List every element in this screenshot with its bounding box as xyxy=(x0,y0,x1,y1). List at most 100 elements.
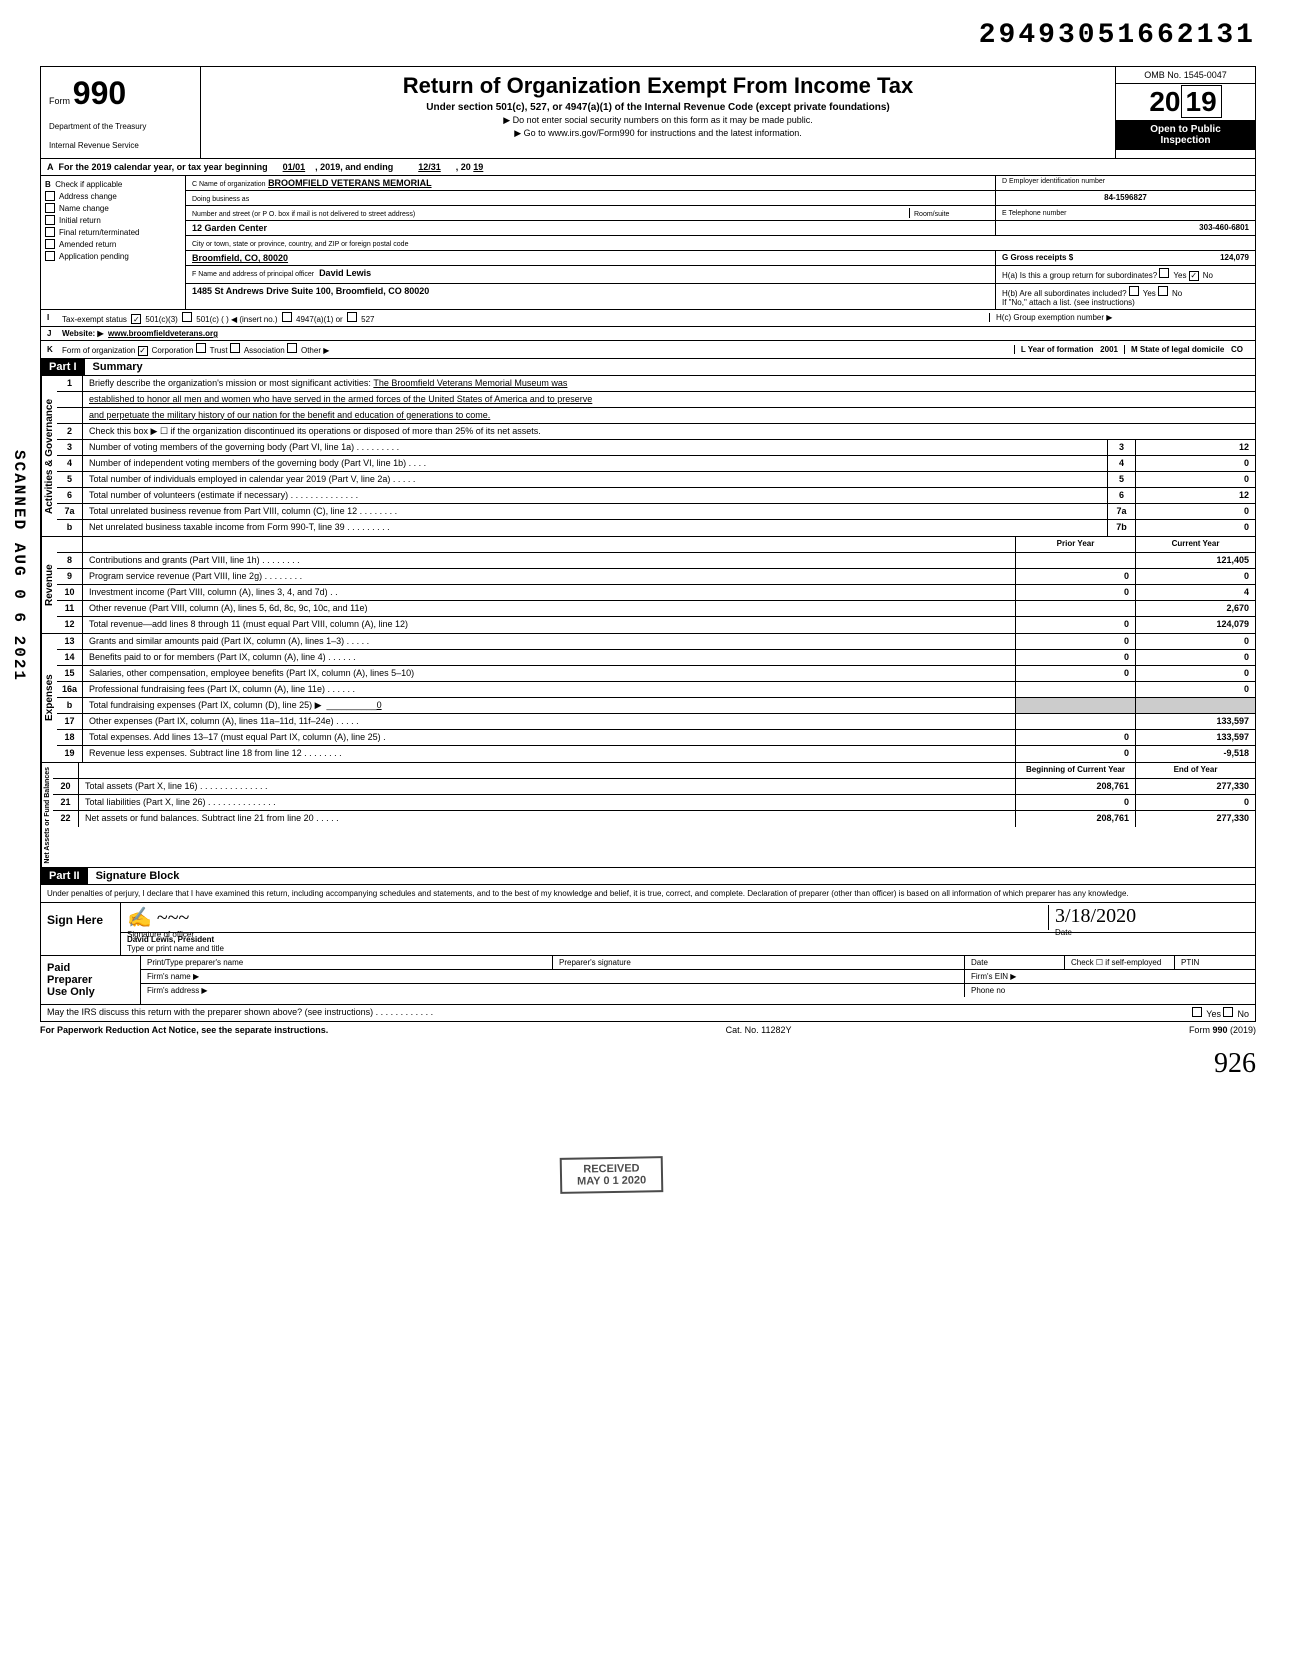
line3-value: 12 xyxy=(1135,440,1255,455)
cb-other[interactable] xyxy=(287,343,297,353)
sign-date-value: 3/18/2020 xyxy=(1055,905,1136,927)
line9-prior: 0 xyxy=(1015,569,1135,584)
form-title: Return of Organization Exempt From Incom… xyxy=(207,73,1109,99)
line5-value: 0 xyxy=(1135,472,1255,487)
cb-trust[interactable] xyxy=(196,343,206,353)
row-k: K Form of organization ✓Corporation Trus… xyxy=(40,341,1256,359)
line21-begin: 0 xyxy=(1015,795,1135,810)
row-j: J Website: ▶ www.broomfieldveterans.org xyxy=(40,327,1256,341)
officer-name: David Lewis xyxy=(319,268,371,278)
line14-current: 0 xyxy=(1135,650,1255,665)
document-id-number: 29493051662131 xyxy=(40,20,1256,51)
cb-hb-no[interactable] xyxy=(1158,286,1168,296)
signature-section: Under penalties of perjury, I declare th… xyxy=(40,885,1256,1005)
line22-end: 277,330 xyxy=(1135,811,1255,827)
row-a: A For the 2019 calendar year, or tax yea… xyxy=(40,159,1256,176)
line13-prior: 0 xyxy=(1015,634,1135,649)
line15-prior: 0 xyxy=(1015,666,1135,681)
dept-irs: Internal Revenue Service xyxy=(49,141,192,150)
cb-4947[interactable] xyxy=(282,312,292,322)
cb-amended[interactable] xyxy=(45,239,55,249)
line19-current: -9,518 xyxy=(1135,746,1255,762)
line16a-current: 0 xyxy=(1135,682,1255,697)
phone-value: 303-460-6801 xyxy=(1199,223,1249,232)
domicile-state: CO xyxy=(1231,345,1243,354)
city-state-zip: Broomfield, CO, 80020 xyxy=(192,253,288,263)
line20-begin: 208,761 xyxy=(1015,779,1135,794)
cb-hb-yes[interactable] xyxy=(1129,286,1139,296)
form-number: 990 xyxy=(73,75,126,111)
section-bc: B Check if applicable Address change Nam… xyxy=(40,176,1256,310)
dept-treasury: Department of the Treasury xyxy=(49,122,192,131)
expenses-section: Expenses 13Grants and similar amounts pa… xyxy=(40,634,1256,763)
line8-current: 121,405 xyxy=(1135,553,1255,568)
governance-section: Activities & Governance 1Briefly describ… xyxy=(40,376,1256,537)
handwritten-note: 926 xyxy=(1214,1048,1256,1079)
line11-prior xyxy=(1015,601,1135,616)
line10-current: 4 xyxy=(1135,585,1255,600)
cb-initial-return[interactable] xyxy=(45,215,55,225)
net-assets-section: Net Assets or Fund Balances Beginning of… xyxy=(40,763,1256,869)
cb-assoc[interactable] xyxy=(230,343,240,353)
irs-discuss-row: May the IRS discuss this return with the… xyxy=(40,1005,1256,1022)
perjury-statement: Under penalties of perjury, I declare th… xyxy=(41,885,1255,903)
paid-preparer-label: Paid Preparer Use Only xyxy=(41,956,141,1004)
page-footer: For Paperwork Reduction Act Notice, see … xyxy=(40,1022,1256,1038)
line17-prior xyxy=(1015,714,1135,729)
line4-value: 0 xyxy=(1135,456,1255,471)
line22-begin: 208,761 xyxy=(1015,811,1135,827)
officer-print-name: David Lewis, President xyxy=(127,935,214,944)
formation-year: 2001 xyxy=(1100,345,1118,354)
line21-end: 0 xyxy=(1135,795,1255,810)
line8-prior xyxy=(1015,553,1135,568)
line9-current: 0 xyxy=(1135,569,1255,584)
omb-number: OMB No. 1545-0047 xyxy=(1116,67,1255,84)
line19-prior: 0 xyxy=(1015,746,1135,762)
signature-scribble: ✍ ~~~ xyxy=(127,907,189,929)
open-public: Open to Public xyxy=(1120,124,1251,135)
form-note-2: ▶ Go to www.irs.gov/Form990 for instruct… xyxy=(207,128,1109,139)
row-i: I Tax-exempt status ✓501(c)(3) 501(c) ( … xyxy=(40,310,1256,328)
cb-final-return[interactable] xyxy=(45,227,55,237)
line11-current: 2,670 xyxy=(1135,601,1255,616)
cb-discuss-no[interactable] xyxy=(1223,1007,1233,1017)
form-ref: Form 990 (2019) xyxy=(1189,1025,1256,1035)
website-value: www.broomfieldveterans.org xyxy=(108,329,218,338)
line10-prior: 0 xyxy=(1015,585,1135,600)
part-1-header: Part I Summary xyxy=(40,359,1256,376)
received-stamp: RECEIVED MAY 0 1 2020 xyxy=(560,1156,664,1194)
form-subtitle: Under section 501(c), 527, or 4947(a)(1)… xyxy=(207,102,1109,113)
form-header: Form 990 Department of the Treasury Inte… xyxy=(40,66,1256,159)
cb-address-change[interactable] xyxy=(45,191,55,201)
line17-current: 133,597 xyxy=(1135,714,1255,729)
line12-current: 124,079 xyxy=(1135,617,1255,633)
part-2-header: Part II Signature Block xyxy=(40,868,1256,885)
cb-discuss-yes[interactable] xyxy=(1192,1007,1202,1017)
line20-end: 277,330 xyxy=(1135,779,1255,794)
cb-501c3[interactable]: ✓ xyxy=(131,314,141,324)
cb-app-pending[interactable] xyxy=(45,251,55,261)
cb-501c[interactable] xyxy=(182,312,192,322)
officer-address: 1485 St Andrews Drive Suite 100, Broomfi… xyxy=(192,286,429,296)
gross-receipts: 124,079 xyxy=(1220,253,1249,262)
b-label: B xyxy=(45,180,51,189)
sign-here-label: Sign Here xyxy=(41,903,121,955)
cb-name-change[interactable] xyxy=(45,203,55,213)
cb-corp[interactable]: ✓ xyxy=(138,346,148,356)
tax-year: 2019 xyxy=(1116,84,1255,120)
cb-ha-yes[interactable] xyxy=(1159,268,1169,278)
ein-value: 84-1596827 xyxy=(1104,193,1147,202)
line7b-value: 0 xyxy=(1135,520,1255,536)
line16a-prior xyxy=(1015,682,1135,697)
line14-prior: 0 xyxy=(1015,650,1135,665)
line15-current: 0 xyxy=(1135,666,1255,681)
line12-prior: 0 xyxy=(1015,617,1135,633)
cb-527[interactable] xyxy=(347,312,357,322)
inspection-label: Inspection xyxy=(1120,135,1251,146)
cb-ha-no[interactable]: ✓ xyxy=(1189,271,1199,281)
line18-current: 133,597 xyxy=(1135,730,1255,745)
org-name: BROOMFIELD VETERANS MEMORIAL xyxy=(268,178,432,188)
form-note-1: ▶ Do not enter social security numbers o… xyxy=(207,115,1109,126)
scanned-stamp: SCANNED AUG 0 6 2021 xyxy=(10,450,28,682)
revenue-section: Revenue Prior YearCurrent Year 8Contribu… xyxy=(40,537,1256,634)
